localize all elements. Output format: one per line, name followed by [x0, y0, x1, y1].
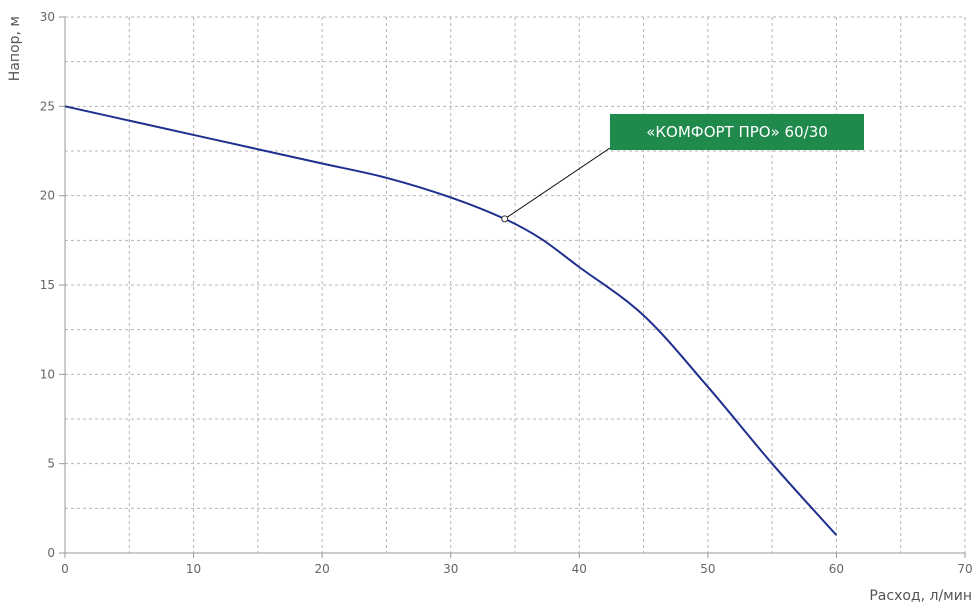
y-tick-label: 5	[47, 457, 55, 471]
callout-connector	[504, 147, 611, 220]
y-tick-label: 10	[40, 367, 55, 381]
x-tick-label: 0	[61, 562, 69, 576]
series-line	[64, 105, 838, 536]
series-layer	[64, 105, 838, 536]
annotation: «КОМФОРТ ПРО» 60/30	[501, 114, 864, 223]
y-axis-title: Напор, м	[7, 16, 23, 81]
grid	[65, 16, 966, 553]
x-tick-label: 20	[315, 562, 330, 576]
x-tick-label: 70	[957, 562, 972, 576]
callout-label: «КОМФОРТ ПРО» 60/30	[646, 123, 828, 141]
y-tick-label: 0	[47, 546, 55, 560]
x-tick-label: 10	[186, 562, 201, 576]
y-tick-label: 15	[40, 278, 55, 292]
y-tick-label: 20	[40, 189, 55, 203]
x-tick-label: 40	[572, 562, 587, 576]
x-axis-title: Расход, л/мин	[869, 588, 972, 604]
y-tick-label: 30	[40, 10, 55, 24]
x-tick-label: 60	[829, 562, 844, 576]
x-tick-label: 30	[443, 562, 458, 576]
y-tick-label: 25	[40, 99, 55, 113]
callout-marker	[501, 215, 509, 223]
axes	[59, 16, 966, 558]
tick-labels: 0 10 20 30 40 50 60 70 0 5 10 15 20 25 30	[40, 10, 973, 576]
x-tick-label: 50	[700, 562, 715, 576]
callout-box	[610, 114, 864, 150]
